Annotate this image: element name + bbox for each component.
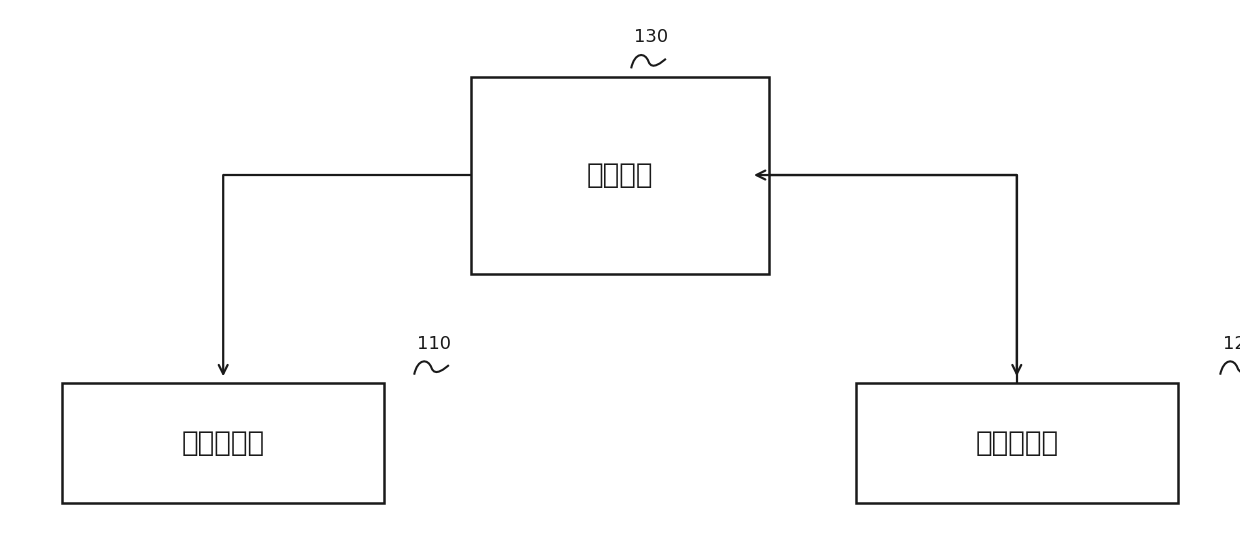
Bar [856, 383, 1178, 503]
Text: 主控系统: 主控系统 [587, 161, 653, 189]
Text: 第二相机组: 第二相机组 [975, 429, 1059, 457]
Text: 120: 120 [1223, 335, 1240, 353]
Bar [471, 77, 769, 274]
Text: 110: 110 [417, 335, 451, 353]
Text: 130: 130 [634, 28, 668, 46]
Text: 第一相机组: 第一相机组 [181, 429, 265, 457]
Bar [62, 383, 384, 503]
